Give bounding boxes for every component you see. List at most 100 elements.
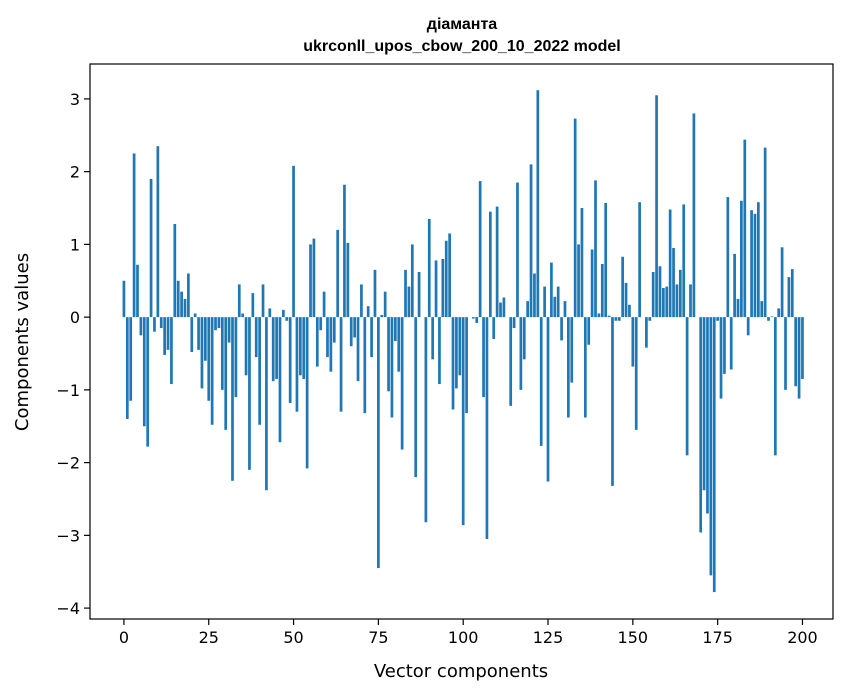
bar [312,238,316,318]
bar [309,244,312,318]
bar [231,317,234,481]
bar [407,286,411,318]
bar [757,202,760,318]
bar [645,317,648,348]
bar [254,317,258,358]
bar [132,153,136,318]
x-tick-label: 150 [618,628,649,647]
bar [794,317,798,387]
bar [580,208,584,318]
bar [624,282,628,318]
bar [220,317,224,390]
bar [628,304,631,318]
bar [190,317,194,353]
bar [736,298,740,318]
bar [285,317,289,321]
bar [733,253,736,318]
bar [563,301,567,318]
bar [675,284,679,318]
bar [353,317,356,338]
bar [746,317,750,336]
bar [241,313,245,318]
bar [488,211,492,318]
bar [363,317,367,414]
bar [360,284,363,318]
bar [427,218,431,318]
bar [298,317,302,376]
bar [139,317,143,336]
bar [322,291,326,318]
bar [197,317,200,350]
bar [302,317,306,379]
bar [125,317,129,419]
bar [383,291,387,318]
x-tick-label: 200 [787,628,818,647]
bar [305,317,309,469]
bar [509,317,513,406]
bar [729,317,733,370]
bar [529,164,533,318]
bar [441,258,445,318]
bar [539,317,543,446]
y-tick-label: −4 [56,599,80,618]
chart-title-line2: ukrconll_upos_cbow_200_10_2022 model [303,38,620,55]
bar [319,317,323,331]
x-tick-label: 175 [702,628,733,647]
bar [129,317,133,401]
bar [801,317,804,379]
bar [512,317,516,329]
y-axis-ticks: 3 2 1 0 −1 −2 −3 −4 [56,90,90,618]
bar [244,317,248,376]
bar [180,291,183,318]
bar [662,288,665,318]
bar [417,272,421,318]
bar [166,317,170,350]
bar [478,181,482,318]
bar [200,317,204,389]
bar [380,314,384,318]
bar [607,315,611,318]
bar [265,317,268,491]
bar [546,317,550,482]
bar [183,298,187,318]
bar [502,297,506,318]
bar [448,233,451,318]
bar [451,317,455,410]
bar [159,317,163,329]
bar [767,317,770,321]
bar [567,317,570,418]
bar [495,206,499,318]
x-tick-label: 75 [368,628,388,647]
bar [590,249,594,318]
bar [560,317,563,341]
bar [414,317,418,478]
y-tick-label: −3 [56,526,80,545]
x-axis-label: Vector components [374,661,548,682]
bar [326,317,329,358]
y-tick-label: −1 [56,381,80,400]
bar [763,147,767,318]
bar [709,317,713,576]
bar [203,317,207,361]
y-tick-label: 1 [70,235,80,254]
bar [268,308,272,318]
bar [743,139,747,318]
bar [760,301,764,318]
bar [349,317,353,347]
bar [516,182,519,318]
bar [366,306,370,318]
bar [780,247,784,318]
bar [288,317,292,403]
bar [621,256,625,318]
bar [170,317,173,385]
bar [543,286,546,318]
bar [753,213,757,318]
bar [370,317,373,358]
bar [397,317,401,372]
bar [149,178,153,318]
bar [173,224,177,318]
bar [726,197,730,318]
y-tick-label: 2 [70,163,80,182]
bar [458,317,462,376]
